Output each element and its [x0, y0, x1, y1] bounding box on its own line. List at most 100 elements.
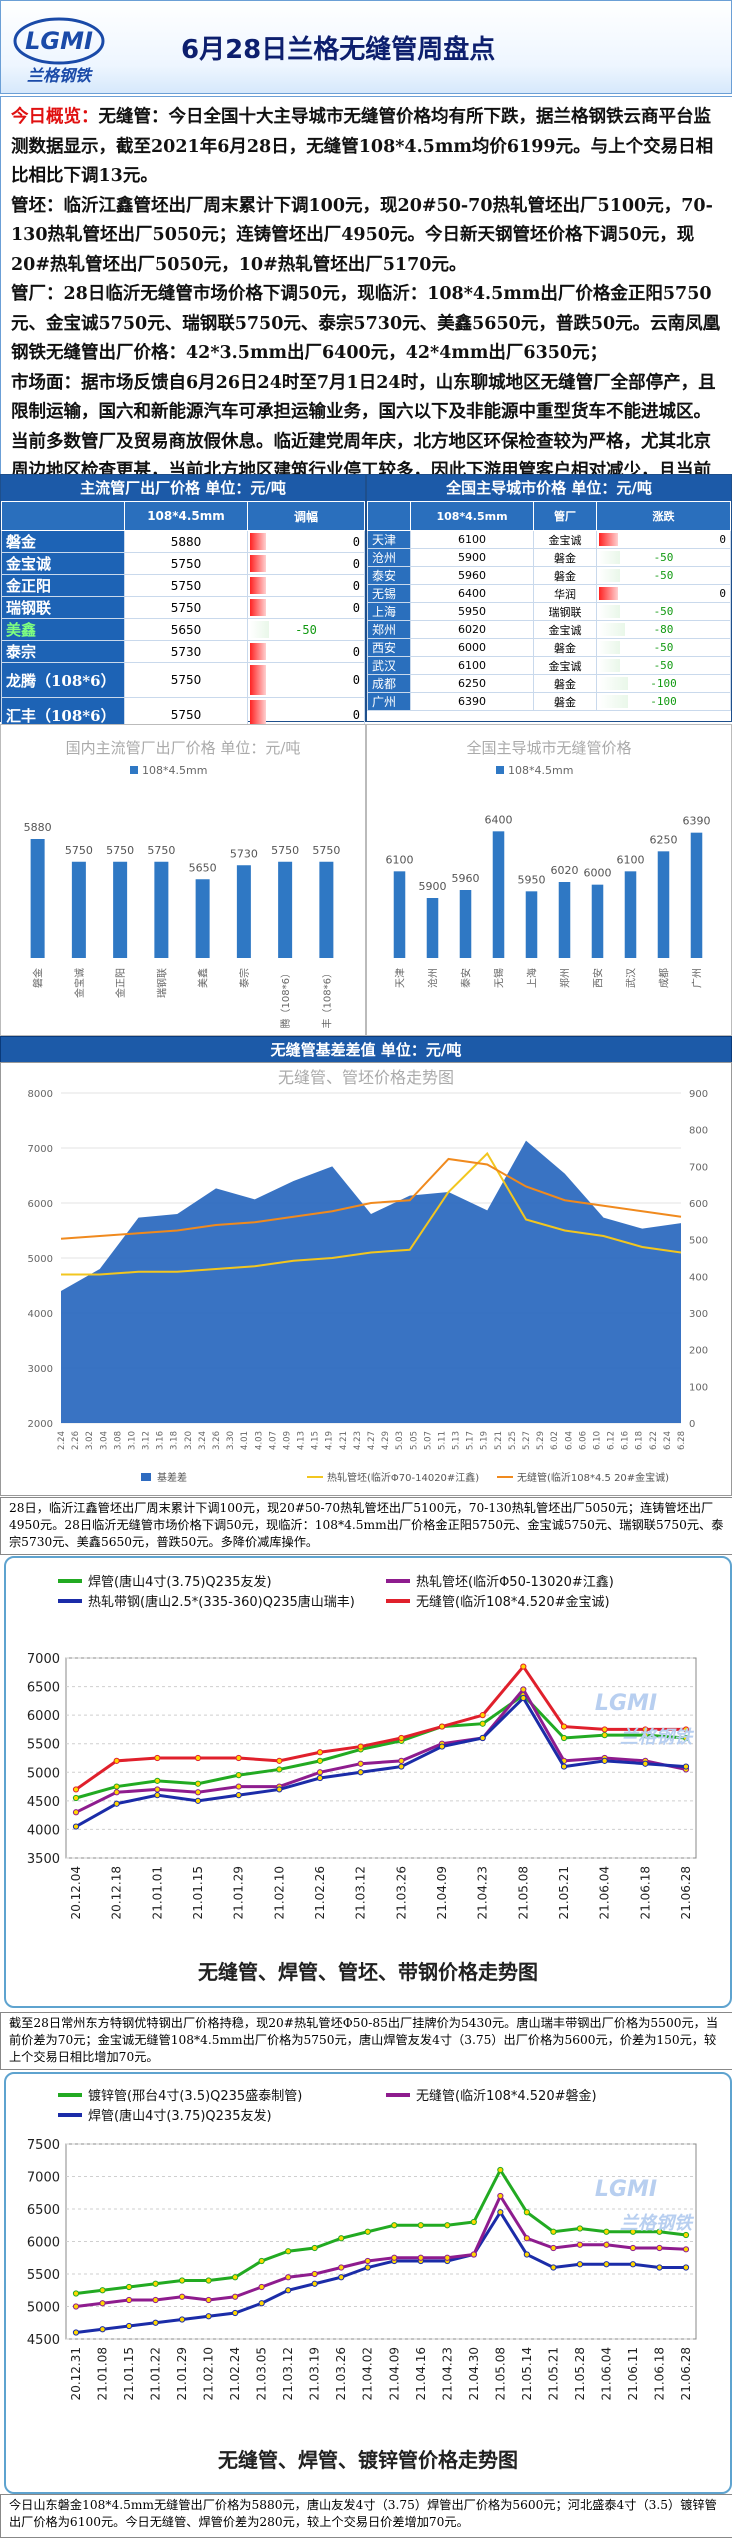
data-point: [470, 2218, 477, 2226]
data-point: [99, 2287, 106, 2294]
data-point: [603, 2228, 610, 2235]
city-change-value: -50: [653, 659, 674, 672]
page-title: 6月28日兰格无缝管周盘点: [181, 35, 496, 65]
trend-chart-2-title: 无缝管、焊管、镀锌管价格走势图: [218, 2448, 518, 2472]
data-point: [560, 1734, 568, 1742]
city-bar-chart: 全国主导城市无缝管价格 108*4.5mm 6100 天津 5900 沧州 5960 泰安 6…: [366, 724, 732, 1036]
data-point: [682, 1763, 690, 1770]
city-city: 郑州: [367, 620, 411, 639]
data-point: [178, 2293, 186, 2300]
y-tick-label: 5500: [27, 2268, 60, 2283]
x-tick-label: 5.17: [466, 1431, 476, 1450]
data-point: [656, 2244, 663, 2252]
x-tick-label: 21.06.18: [638, 1866, 652, 1919]
bar: [459, 890, 472, 958]
data-point: [642, 1760, 649, 1767]
city-header-mill: 管厂: [533, 501, 597, 531]
city-change-value: 0: [719, 533, 726, 546]
y-tick-label: 8000: [28, 1089, 53, 1100]
city-table-grid: 108*4.5mm 管厂 涨跌 天津 6100 金宝诚 0 沧州 5900 磐金 -50 泰安 5…: [367, 501, 731, 711]
x-tick-label: 6.22: [649, 1431, 659, 1450]
y2-tick-label: 600: [689, 1199, 708, 1210]
bar-value-label: 6250: [650, 833, 678, 846]
series-line: [75, 2209, 686, 2334]
x-tick-label: 21.02.10: [272, 1866, 286, 1919]
bar-value-label: 6000: [584, 867, 612, 880]
y-tick-label: 4500: [27, 1795, 60, 1810]
bar-value-label: 5900: [419, 880, 447, 893]
city-table-row: 天津 6100 金宝诚 0: [367, 530, 731, 549]
bar-value-label: 6100: [386, 853, 414, 866]
data-point: [357, 1760, 364, 1767]
mill-table-row: 磐金 5880 0: [1, 530, 365, 553]
data-point: [520, 1663, 527, 1670]
x-tick-label: 21.01.15: [122, 2347, 136, 2400]
mill-change-value: 0: [352, 600, 360, 615]
data-point: [444, 2254, 451, 2261]
city-change-bar: [599, 695, 629, 708]
x-tick-label: 4.07: [268, 1431, 278, 1450]
mill-change-value: 0: [352, 578, 360, 593]
data-point: [629, 2244, 637, 2252]
mill-name: 金正阳: [1, 574, 125, 597]
mill-change-value: 0: [352, 644, 360, 659]
data-point: [629, 2261, 637, 2268]
y-tick-label: 3500: [27, 1852, 60, 1867]
x-tick-label: 6.16: [621, 1431, 631, 1450]
city-change-cell: 0: [596, 530, 731, 549]
data-point: [311, 2280, 318, 2287]
bar-value-label: 5750: [106, 844, 134, 857]
data-point: [391, 2222, 398, 2229]
mill-change-bar: [250, 599, 267, 616]
x-tick-label: 21.03.19: [308, 2347, 322, 2400]
legend-label: 无缝管(临沂108*4.520#磐金): [416, 2088, 597, 2104]
bar: [278, 861, 293, 958]
data-point: [338, 2264, 345, 2271]
x-tick-label: 美鑫: [197, 968, 210, 988]
trend-chart-1-title: 无缝管、焊管、管坯、带钢价格走势图: [198, 1960, 538, 1984]
data-point: [629, 2228, 637, 2235]
y-tick-label: 4000: [27, 1823, 60, 1838]
city-table-row: 广州 6390 磐金 -100: [367, 692, 731, 711]
city-price: 5950: [410, 602, 534, 621]
mill-table-row: 金宝诚 5750 0: [1, 552, 365, 575]
city-header-change: 涨跌: [596, 501, 731, 531]
logo-text: LGMI: [25, 27, 93, 55]
mill-bar-svg: 108*4.5mm 5880 磐金 5750 金宝诚 5750 金正阳 5750 瑞钢联 5650…: [24, 764, 341, 1038]
data-point: [438, 1743, 446, 1750]
x-tick-label: 5.11: [437, 1431, 447, 1450]
data-point: [72, 1823, 80, 1830]
data-point: [417, 2222, 424, 2229]
data-point: [576, 2241, 584, 2248]
mill-change-bar: [250, 577, 267, 594]
mill-table-row: 美鑫 5650 -50: [1, 618, 365, 641]
city-price: 6000: [410, 638, 534, 657]
data-point: [276, 1757, 283, 1764]
mill-price: 5750: [124, 662, 248, 698]
x-tick-label: 5.21: [494, 1431, 504, 1450]
x-tick-label: 4.09: [282, 1431, 292, 1450]
data-point: [682, 1726, 690, 1733]
city-city: 无锡: [367, 584, 411, 603]
data-point: [642, 1726, 649, 1733]
city-table-title: 全国主导城市价格 单位：元/吨: [367, 475, 731, 501]
mill-price: 5750: [124, 596, 248, 619]
data-point: [338, 2235, 345, 2242]
city-mill: 磐金: [533, 566, 597, 585]
city-change-bar: [599, 623, 626, 636]
mill-header-name: [1, 501, 125, 531]
legend-label: 无缝管(临沂108*4.5 20#金宝诚): [517, 1471, 669, 1484]
x-tick-label: 泰安: [460, 968, 473, 988]
data-point: [391, 2254, 398, 2261]
y-tick-label: 5000: [27, 2301, 60, 2316]
y-tick-label: 6000: [28, 1199, 53, 1210]
data-point: [656, 2264, 663, 2271]
x-tick-label: 6.28: [677, 1431, 687, 1450]
data-point: [99, 2300, 106, 2307]
bar-value-label: 6400: [485, 813, 513, 826]
x-tick-label: 4.03: [254, 1431, 264, 1450]
x-tick-label: 龙腾（108*6）: [279, 968, 292, 1028]
data-point: [364, 2257, 371, 2265]
x-tick-label: 成都: [659, 968, 671, 988]
x-tick-label: 金宝诚: [73, 968, 86, 998]
